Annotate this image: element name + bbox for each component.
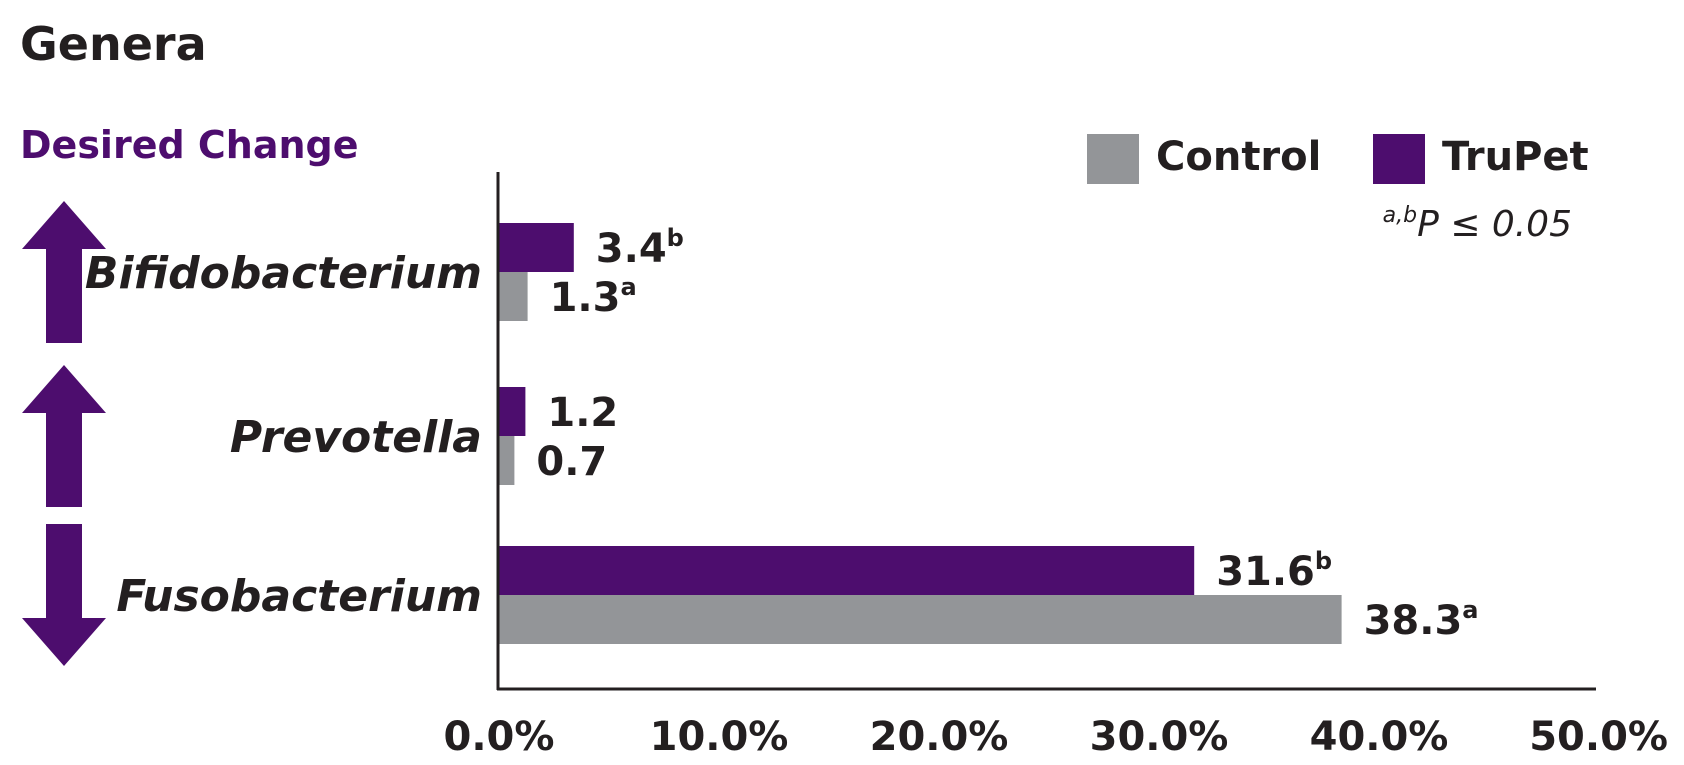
arrow-up-icon-bifidobacterium: [22, 201, 106, 343]
x-tick-label: 20.0%: [870, 714, 1009, 760]
x-tick-label: 0.0%: [444, 714, 555, 760]
significance-letter: b: [1315, 547, 1332, 575]
category-labels: Bifidobacterium Prevotella Fusobacterium: [85, 248, 482, 622]
x-tick-label: 50.0%: [1529, 714, 1668, 760]
legend-swatch-control: [1087, 134, 1139, 184]
legend-swatch-trupet: [1373, 134, 1425, 184]
significance-text: P ≤ 0.05: [1417, 204, 1572, 245]
significance-note: a,bP ≤ 0.05: [1383, 203, 1572, 245]
desired-change-arrows: [22, 201, 106, 666]
bar-trupet-bifidobacterium: [499, 223, 574, 272]
bar-trupet-prevotella: [499, 387, 526, 436]
value-label-trupet-fusobacterium: 31.6b: [1216, 547, 1332, 595]
value-label-control-fusobacterium: 38.3a: [1364, 596, 1479, 644]
significance-letter: a: [620, 273, 636, 301]
value-labels: 3.4b1.3a 1.20.7 31.6b 38.3a: [536, 224, 1478, 644]
value-label-trupet-bifidobacterium: 3.4b: [596, 224, 684, 272]
significance-letter: b: [667, 224, 684, 252]
bar-trupet-fusobacterium: [499, 546, 1195, 595]
desired-change-heading: Desired Change: [20, 123, 359, 167]
bar-control-bifidobacterium: [499, 272, 528, 321]
bars: [499, 223, 1342, 644]
legend-label-control: Control: [1156, 134, 1321, 180]
value-label-control-bifidobacterium: 1.3a: [550, 273, 637, 321]
significance-superscript: a,b: [1383, 203, 1417, 228]
category-label-bifidobacterium: Bifidobacterium: [85, 248, 482, 299]
bar-control-prevotella: [499, 436, 515, 485]
value-label-trupet-prevotella: 1.2: [547, 390, 618, 436]
value-label-control-prevotella: 0.7: [536, 439, 607, 485]
x-tick-label: 10.0%: [650, 714, 789, 760]
arrow-up-icon-prevotella: [22, 365, 106, 507]
x-tick-label: 30.0%: [1090, 714, 1229, 760]
category-label-prevotella: Prevotella: [230, 412, 482, 463]
x-tick-label: 40.0%: [1310, 714, 1449, 760]
legend: Control TruPet: [1087, 134, 1589, 184]
x-tick-labels: 0.0% 10.0% 20.0% 30.0% 40.0% 50.0%: [444, 714, 1668, 760]
bar-control-fusobacterium: [499, 595, 1342, 644]
legend-label-trupet: TruPet: [1442, 134, 1589, 180]
arrow-down-icon-fusobacterium: [22, 524, 106, 666]
category-label-fusobacterium: Fusobacterium: [116, 571, 482, 622]
chart-title: Genera: [20, 17, 207, 71]
significance-letter: a: [1462, 596, 1478, 624]
